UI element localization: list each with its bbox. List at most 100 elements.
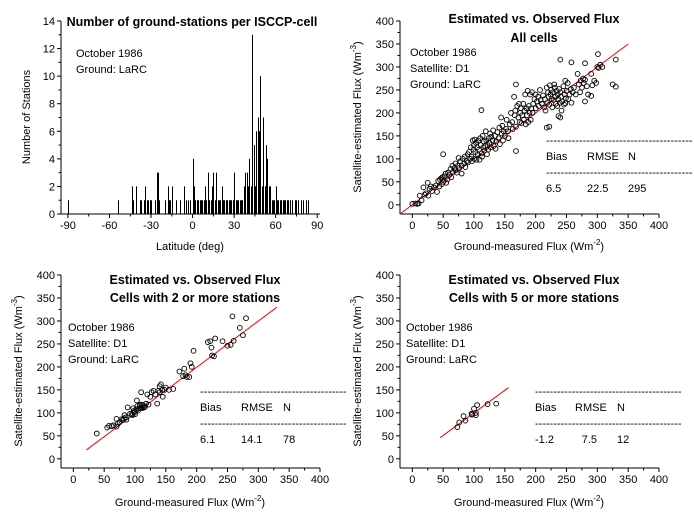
x-tick-label: 50	[437, 474, 449, 486]
annotation: Ground: LaRC	[76, 64, 147, 76]
stats-divider: ----------------------------------------	[200, 386, 347, 398]
chart-title: Cells with 2 or more stations	[110, 291, 280, 305]
data-point	[158, 381, 164, 388]
stats-value-rmse: 22.5	[587, 183, 608, 195]
data-point	[471, 136, 478, 143]
stats-value-rmse: 7.5	[582, 434, 597, 446]
data-point	[154, 400, 161, 407]
data-point	[471, 156, 477, 162]
y-tick-label: 12	[43, 44, 55, 56]
y-axis-label: Number of Stations	[21, 69, 33, 164]
x-tick-label: 400	[311, 474, 329, 486]
annotation: Satellite: D1	[68, 338, 127, 350]
data-point	[156, 389, 163, 396]
y-tick-label: 400	[376, 270, 394, 282]
data-point	[579, 84, 585, 91]
x-tick-label: 400	[650, 220, 668, 232]
data-point	[488, 133, 495, 140]
data-point	[134, 397, 140, 404]
x-tick-label: 350	[619, 220, 637, 232]
chart-title: Number of ground-stations per ISCCP-cell	[67, 15, 318, 29]
data-point	[208, 344, 215, 351]
data-point	[466, 149, 472, 155]
data-point	[113, 423, 120, 430]
fit-line	[439, 387, 509, 439]
data-point	[182, 372, 189, 379]
chart-title: Estimated vs. Observed Flux	[449, 12, 620, 26]
data-point	[421, 191, 428, 198]
data-point	[564, 80, 571, 86]
x-tick-label: 300	[249, 474, 267, 486]
data-point	[513, 148, 519, 154]
data-point	[582, 60, 588, 67]
data-point	[542, 107, 549, 114]
data-point	[418, 197, 425, 204]
y-tick-label: 0	[388, 454, 394, 466]
y-tick-label: 300	[376, 316, 394, 328]
data-point	[207, 338, 214, 345]
data-point	[557, 114, 564, 121]
y-tick-label: 350	[37, 293, 55, 305]
y-tick-label: 300	[376, 62, 394, 74]
data-point	[521, 116, 527, 123]
data-point	[495, 135, 502, 142]
data-point	[456, 419, 463, 426]
chart-title: Estimated vs. Observed Flux	[110, 273, 281, 287]
stats-header-n: N	[617, 402, 625, 414]
data-point	[424, 179, 431, 186]
data-point	[497, 141, 503, 148]
data-point	[138, 389, 145, 396]
data-point	[503, 116, 510, 123]
stats-value-n: 295	[628, 183, 646, 195]
data-point	[612, 83, 619, 90]
data-point	[425, 192, 432, 199]
data-point	[526, 110, 533, 116]
data-point	[106, 422, 112, 429]
data-point	[543, 124, 550, 131]
data-point	[593, 80, 599, 86]
data-point	[527, 116, 534, 123]
stats-header-bias: Bias	[535, 402, 557, 414]
data-point	[588, 93, 595, 99]
y-tick-label: 200	[376, 108, 394, 120]
data-point	[431, 184, 437, 191]
x-tick-label: 100	[126, 474, 144, 486]
data-point	[577, 89, 583, 96]
y-tick-label: 0	[49, 209, 55, 221]
y-tick-label: 400	[37, 270, 55, 282]
data-point	[240, 332, 246, 339]
x-tick-label: 0	[70, 474, 76, 486]
y-tick-label: 100	[376, 154, 394, 166]
y-tick-label: 300	[37, 316, 55, 328]
x-tick-label: 150	[496, 474, 514, 486]
data-point	[474, 402, 480, 408]
data-point	[145, 401, 152, 408]
data-point	[416, 192, 423, 199]
data-point	[181, 365, 188, 372]
y-tick-label: 100	[37, 408, 55, 420]
data-point	[511, 93, 517, 100]
y-tick-label: 350	[376, 293, 394, 305]
data-point	[114, 421, 121, 427]
data-point	[541, 104, 548, 111]
y-tick-label: 0	[388, 200, 394, 212]
y-tick-label: 400	[376, 16, 394, 28]
data-point	[448, 174, 455, 181]
data-point	[123, 416, 130, 423]
y-axis-label: Satellite-estimated Flux (Wm-3)	[10, 295, 25, 446]
data-point	[572, 91, 579, 98]
data-point	[127, 410, 133, 417]
x-tick-label: 90	[311, 220, 323, 232]
data-point	[496, 124, 503, 131]
data-point	[544, 99, 551, 106]
annotation: October 1986	[410, 47, 477, 59]
panel-3: 0 50 100 150 200 250 300 350 400 0 50 100 150 200 250 3…	[10, 270, 347, 509]
x-axis-label: Ground-measured Flux (Wm-2)	[454, 494, 604, 509]
stats-divider: ----------------------------------------	[535, 386, 682, 398]
data-point	[556, 86, 562, 92]
data-point	[487, 130, 493, 137]
y-tick-label: 150	[376, 385, 394, 397]
data-point	[574, 70, 581, 77]
data-point	[473, 156, 480, 163]
x-tick-label: 350	[280, 474, 298, 486]
